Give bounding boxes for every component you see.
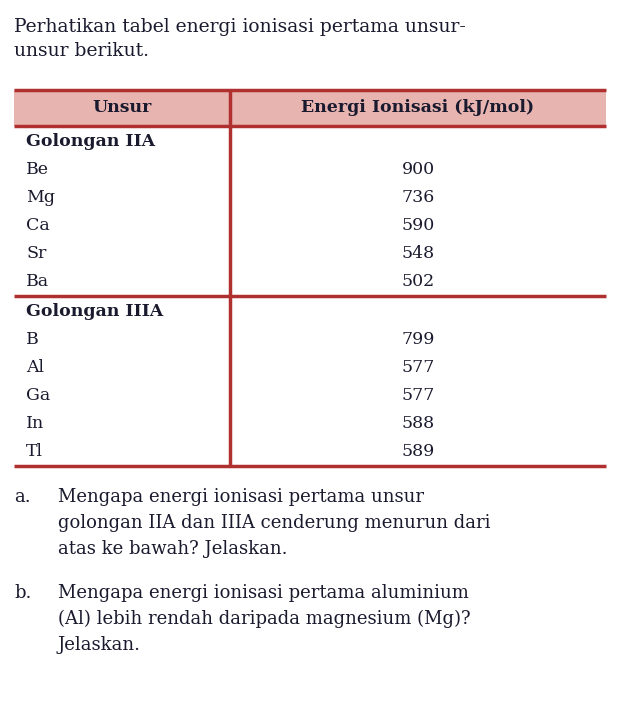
Text: a.: a.: [14, 488, 30, 506]
Text: 589: 589: [401, 443, 435, 461]
Text: Golongan IIIA: Golongan IIIA: [26, 303, 163, 319]
Text: Ca: Ca: [26, 218, 50, 234]
Text: 588: 588: [401, 415, 435, 433]
Text: (Al) lebih rendah daripada magnesium (Mg)?: (Al) lebih rendah daripada magnesium (Mg…: [58, 610, 471, 628]
Text: 502: 502: [401, 273, 435, 291]
Text: atas ke bawah? Jelaskan.: atas ke bawah? Jelaskan.: [58, 540, 288, 558]
Text: Mengapa energi ionisasi pertama aluminium: Mengapa energi ionisasi pertama aluminiu…: [58, 584, 469, 602]
Text: golongan IIA dan IIIA cenderung menurun dari: golongan IIA dan IIIA cenderung menurun …: [58, 514, 490, 532]
Text: 577: 577: [401, 387, 435, 404]
Text: Energi Ionisasi (kJ/mol): Energi Ionisasi (kJ/mol): [301, 99, 534, 117]
Text: unsur berikut.: unsur berikut.: [14, 42, 149, 60]
Text: Jelaskan.: Jelaskan.: [58, 636, 141, 654]
Text: 900: 900: [401, 162, 435, 179]
Text: Ba: Ba: [26, 273, 49, 291]
Text: Sr: Sr: [26, 245, 46, 262]
Text: Al: Al: [26, 360, 44, 376]
Bar: [14, 126, 606, 466]
Text: b.: b.: [14, 584, 32, 602]
Text: Mengapa energi ionisasi pertama unsur: Mengapa energi ionisasi pertama unsur: [58, 488, 424, 506]
Text: Ga: Ga: [26, 387, 50, 404]
Text: B: B: [26, 332, 38, 348]
Text: 736: 736: [401, 190, 435, 206]
Text: In: In: [26, 415, 44, 433]
Bar: [14, 90, 606, 126]
Text: 799: 799: [401, 332, 435, 348]
Text: Tl: Tl: [26, 443, 43, 461]
Text: Perhatikan tabel energi ionisasi pertama unsur-: Perhatikan tabel energi ionisasi pertama…: [14, 18, 466, 36]
Text: Mg: Mg: [26, 190, 55, 206]
Text: 548: 548: [401, 245, 435, 262]
Text: Unsur: Unsur: [92, 99, 152, 117]
Text: Be: Be: [26, 162, 49, 179]
Text: 590: 590: [401, 218, 435, 234]
Text: 577: 577: [401, 360, 435, 376]
Text: Golongan IIA: Golongan IIA: [26, 133, 155, 149]
